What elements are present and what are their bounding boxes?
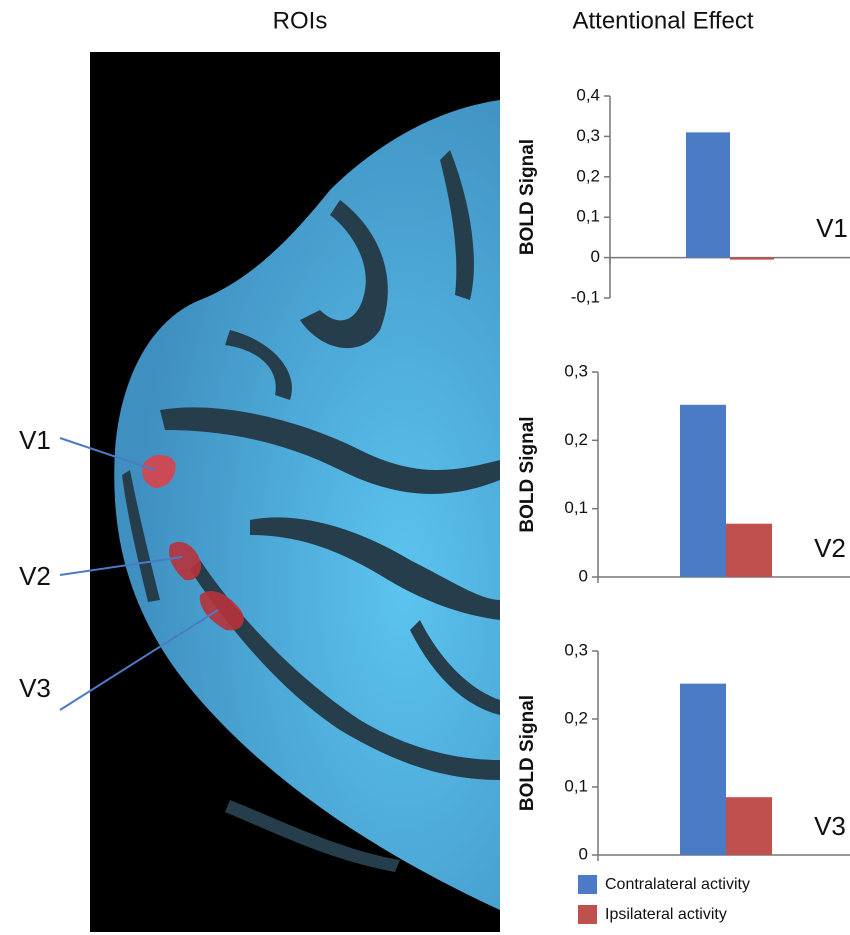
y-axis-label: BOLD Signal [517,416,538,532]
roi-label: V3 [19,673,51,703]
chart-annotation: V2 [814,533,846,563]
legend-label: Contralateral activity [605,876,750,893]
bar [680,683,726,855]
roi-label: V2 [19,561,51,591]
roi-label: V1 [19,425,51,455]
y-axis-label: BOLD Signal [517,695,538,811]
y-tick-label: 0 [591,247,600,266]
y-tick-label: 0,2 [576,166,600,185]
y-tick-label: 0 [579,844,588,863]
y-tick-label: 0,3 [564,361,588,380]
bar [730,257,774,260]
bar [726,797,772,855]
right-title: Attentional Effect [572,7,753,34]
y-axis-label: BOLD Signal [517,139,538,255]
brain-image [59,52,501,932]
y-tick-label: 0,2 [564,430,588,449]
y-tick-label: 0,1 [576,207,600,226]
bar [686,132,730,258]
y-tick-label: 0,3 [564,640,588,659]
y-tick-label: 0,4 [576,85,600,104]
y-tick-label: -0,1 [571,287,600,306]
legend-swatch [578,905,597,924]
y-tick-label: 0,1 [564,776,588,795]
legend-label: Ipsilateral activity [605,906,727,923]
bar [726,523,772,577]
y-tick-label: 0,1 [564,498,588,517]
y-tick-label: 0,2 [564,708,588,727]
y-tick-label: 0,3 [576,126,600,145]
left-title: ROIs [273,7,328,34]
chart-annotation: V3 [814,811,846,841]
bar [680,404,726,577]
y-tick-label: 0 [579,566,588,585]
chart-annotation: V1 [816,213,848,243]
legend-swatch [578,875,597,894]
